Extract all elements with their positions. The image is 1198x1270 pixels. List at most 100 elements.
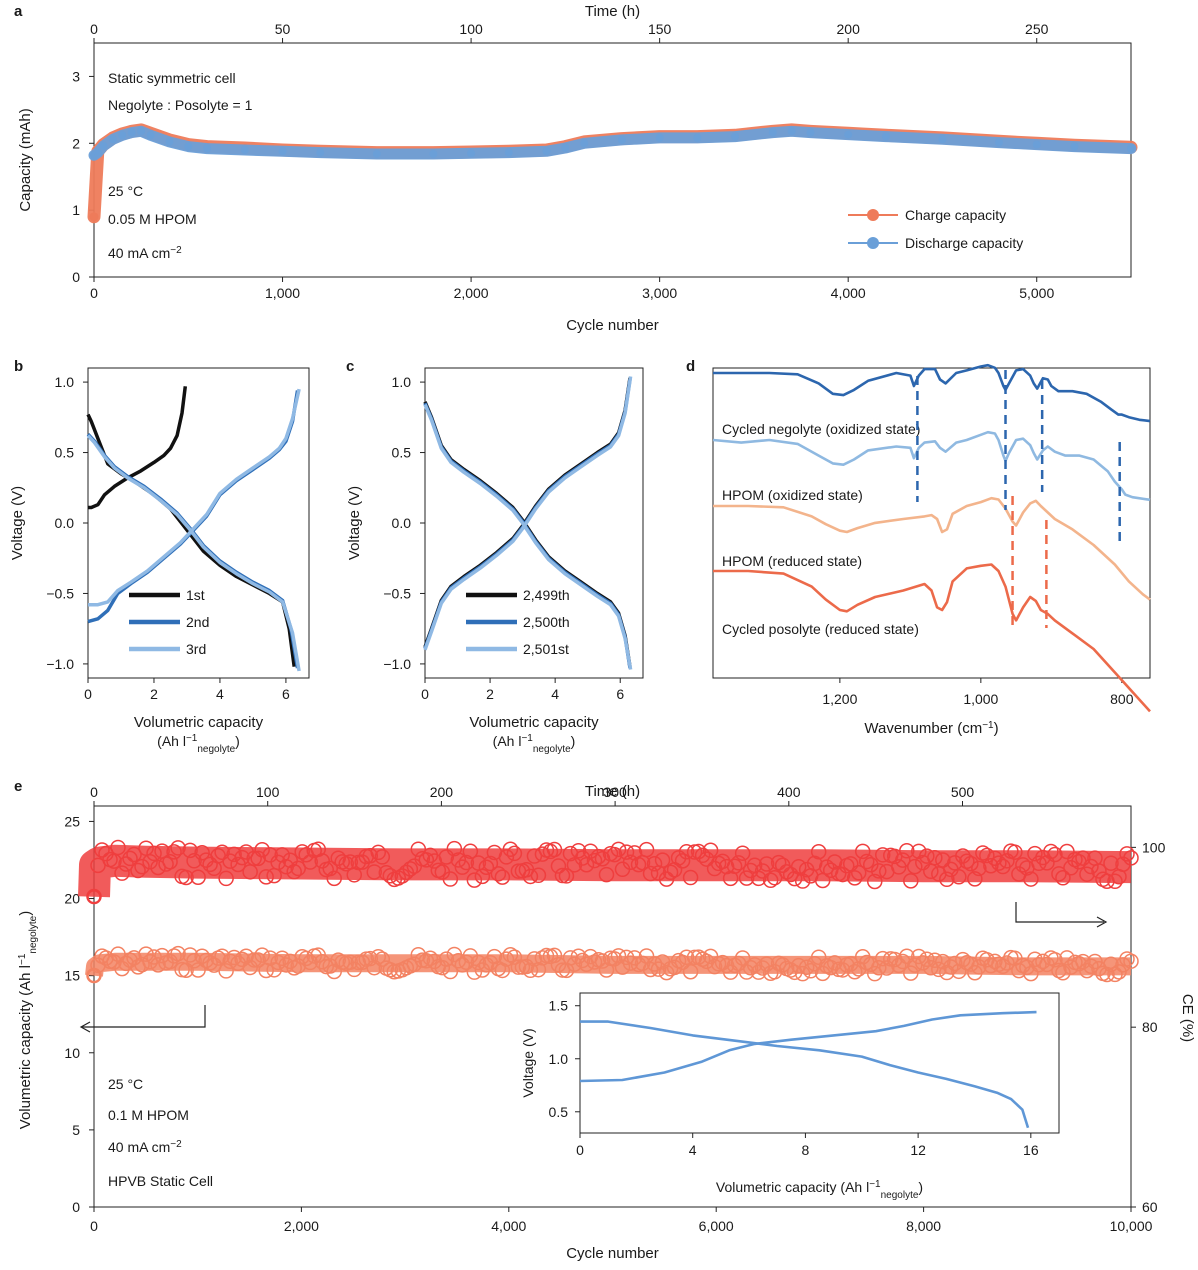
panel-b: 0 2 4 6 −1.0 −0.5 0.0 0.5 1.0 Volumetric capacity… [9, 367, 310, 755]
data-point-1 [203, 144, 212, 153]
ce-point [162, 854, 178, 870]
ce-point [246, 850, 262, 867]
volumetric-capacity-point [186, 953, 202, 969]
y-tick-label: −1.0 [383, 656, 411, 672]
x-tick-label: 0 [84, 686, 92, 702]
ce-point [186, 853, 202, 869]
panel-e-inset: 0 4 8 12 16 0.5 1.0 1.5 Volumetric capacity (Ah … [520, 992, 1060, 1201]
ce-point [490, 866, 507, 882]
volumetric-capacity-point [370, 948, 387, 965]
ce-point [254, 842, 270, 858]
y-tick-label: 1 [72, 202, 80, 218]
y-tick-label: 0.5 [392, 445, 412, 461]
volumetric-capacity-point [678, 949, 695, 965]
volumetric-capacity-point [951, 963, 967, 980]
ce-point [678, 844, 695, 860]
volumetric-capacity-point [614, 959, 631, 975]
ce-point [742, 862, 759, 879]
volumetric-capacity-point [734, 950, 751, 966]
ce-point [762, 872, 779, 889]
inset-x-axis-label-part-2: negolyte [881, 1190, 919, 1201]
ce-point [466, 872, 483, 888]
ce-point [126, 846, 142, 863]
volumetric-capacity-point [642, 961, 659, 978]
volumetric-capacity-point [178, 962, 194, 978]
legend-marker [867, 237, 879, 249]
ce-point [418, 852, 435, 868]
ce-point [871, 863, 887, 879]
data-point-1 [316, 148, 325, 157]
x-axis-label-part-0: Wavenumber (cm [864, 720, 982, 737]
inset-x-tick-label: 4 [689, 1142, 697, 1158]
x-axis-label: Volumetric capacity [134, 714, 264, 731]
ce-point [402, 861, 419, 877]
legend-label: Discharge capacity [905, 235, 1023, 251]
x-axis-label-units-part-3: ) [571, 733, 576, 749]
y-axis-label-part-0: Volumetric capacity (Ah l [17, 965, 34, 1129]
x2-tick-label: 0 [90, 21, 98, 37]
legend-label: 1st [186, 587, 205, 603]
legend-label: 2,499th [523, 587, 570, 603]
ce-point [618, 844, 635, 860]
x-axis-label-units-part-3: ) [235, 733, 240, 749]
x2-tick-label: 200 [837, 21, 861, 37]
inset-x-axis-label: Volumetric capacity (Ah l−1negolyte) [716, 1179, 923, 1201]
x-tick-label: 0 [90, 1218, 98, 1234]
ce-point [1023, 871, 1039, 887]
volumetric-capacity-point [522, 962, 539, 979]
ce-point [130, 862, 146, 879]
data-point-1 [240, 145, 249, 154]
data-point-1 [108, 135, 117, 144]
x-tick-label: 2,000 [454, 285, 489, 301]
y-tick-label: 10 [64, 1045, 80, 1061]
ce-point [999, 853, 1015, 869]
x-tick-label: 0 [421, 686, 429, 702]
ce-point [294, 844, 310, 860]
data-point-1 [995, 138, 1004, 147]
x-tick-label: 800 [1110, 691, 1134, 707]
ce-point [959, 853, 975, 870]
y-axis-label-part-1: −1 [17, 953, 28, 965]
inset-y-tick-label: 1.5 [549, 998, 569, 1014]
x2-tick-label: 100 [459, 21, 483, 37]
volumetric-capacity-point [698, 953, 715, 970]
volumetric-capacity-point [198, 952, 214, 969]
y-tick-label: 0.5 [55, 445, 75, 461]
y-tick-label: 15 [64, 968, 80, 984]
legend-label: Charge capacity [905, 207, 1006, 223]
ce-point [939, 871, 955, 888]
volumetric-capacity-point [374, 951, 391, 967]
annotation-current-density-part-0: 40 mA cm [108, 1139, 170, 1155]
ce-point [979, 847, 995, 864]
x-axis-label-units: (Ah l−1negolyte) [157, 733, 240, 755]
annotation-current-density-part-1: −2 [170, 245, 182, 256]
ce-point [310, 841, 326, 857]
volumetric-capacity-point [871, 959, 887, 976]
ce-point [1039, 855, 1055, 871]
data-point-1 [731, 132, 740, 141]
volumetric-capacity-point [298, 950, 314, 967]
ce-point [446, 840, 463, 857]
y-axis-label-part-3: ) [17, 911, 34, 916]
panel-d: 1,200 1,000 800 Wavenumber (cm−1) Cycled neg… [712, 363, 1151, 737]
first-charge-point [89, 212, 99, 222]
ce-point [654, 852, 671, 868]
volumetric-capacity-point [903, 965, 919, 981]
data-point-1 [655, 133, 664, 142]
annotation-bottom: 0.05 M HPOM [108, 211, 197, 227]
volumetric-capacity-point [891, 957, 907, 974]
data-point-1 [1127, 144, 1135, 153]
volumetric-capacity-point [1075, 953, 1091, 970]
volumetric-capacity-point [610, 948, 627, 964]
volumetric-capacity-point [114, 960, 130, 977]
volumetric-capacity-point [218, 963, 234, 979]
volumetric-capacity-point [154, 947, 170, 964]
ce-point [770, 854, 787, 871]
x-tick-label: 1,000 [963, 691, 998, 707]
volumetric-capacity-point [1079, 962, 1095, 979]
inset-y-tick-label: 0.5 [549, 1104, 569, 1120]
data-point-1 [561, 143, 570, 152]
annotation-current-density: 40 mA cm−2 [108, 245, 182, 262]
y-axis-label: Capacity (mAh) [17, 108, 34, 211]
ce-point [983, 858, 999, 874]
